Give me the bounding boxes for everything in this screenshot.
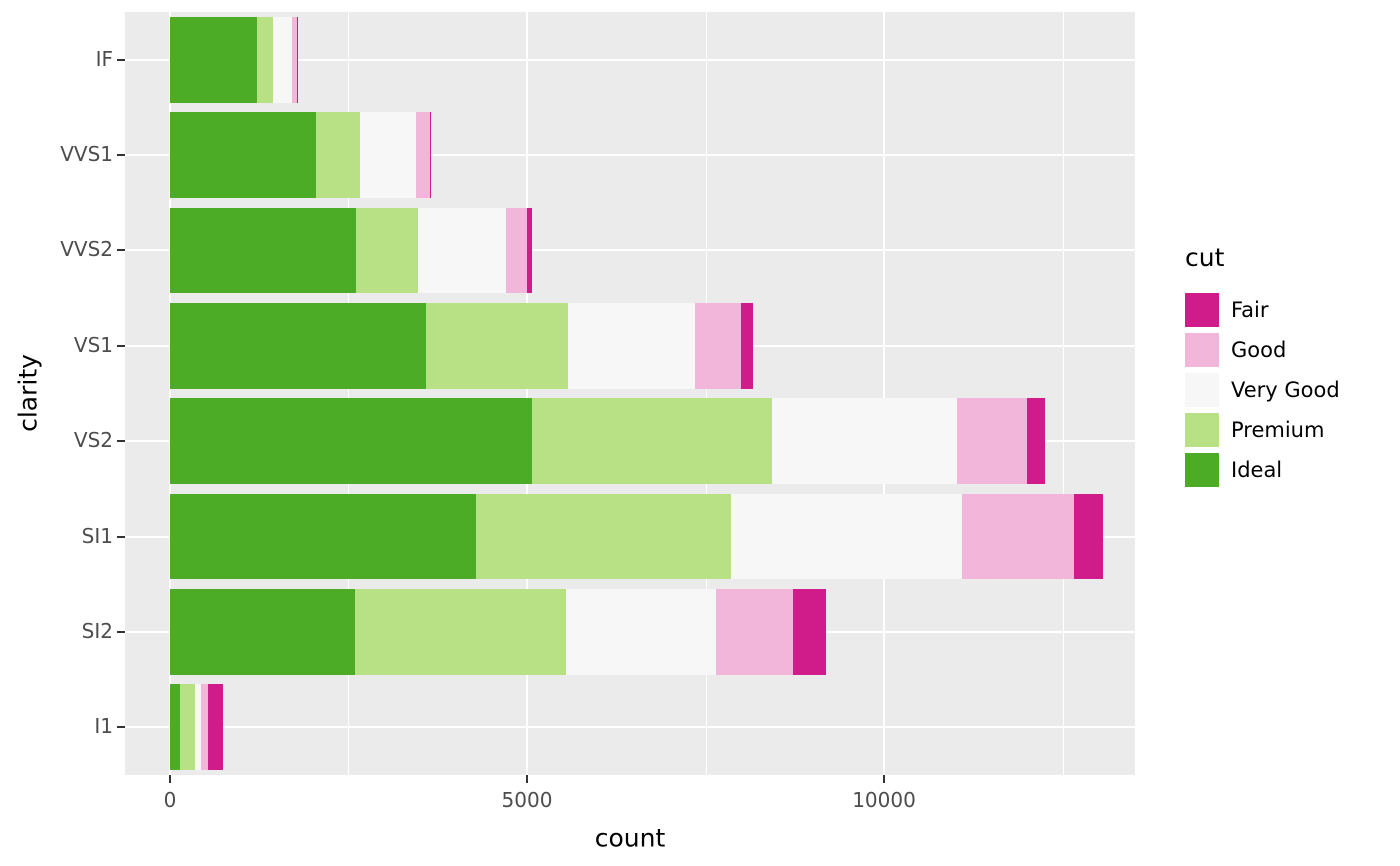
bar-segment-good <box>695 302 742 389</box>
y-tick-mark <box>117 726 125 729</box>
bar-segment-ideal <box>169 493 476 580</box>
legend-swatch-very-good <box>1185 373 1219 407</box>
bar-segment-very-good <box>566 589 716 675</box>
bar-segment-very-good <box>418 207 507 294</box>
bar-segment-very-good <box>195 684 202 771</box>
bar-segment-fair <box>207 684 223 771</box>
y-tick-mark <box>117 630 125 633</box>
bar-segment-very-good <box>771 398 957 485</box>
y-tick-label: I1 <box>94 714 113 739</box>
x-tick-mark <box>526 775 528 783</box>
y-tick-label: SI2 <box>81 618 113 643</box>
gridline-horizontal-major <box>125 726 1135 729</box>
y-axis-title: clarity <box>13 354 43 432</box>
gridline-vertical-minor <box>705 12 707 775</box>
legend-item: Very Good <box>1185 370 1340 410</box>
bar-segment-ideal <box>169 398 533 485</box>
gridline-horizontal-major <box>125 249 1135 252</box>
y-tick-label: VVS2 <box>60 237 113 262</box>
gridline-vertical-major <box>526 12 528 775</box>
bar-segment-fair <box>1026 398 1046 485</box>
y-tick-label: SI1 <box>81 523 113 548</box>
y-tick-label: VVS1 <box>60 141 113 166</box>
x-axis-title: count <box>594 823 666 853</box>
bar-segment-good <box>962 493 1074 580</box>
bar-segment-ideal <box>169 112 317 198</box>
gridline-vertical-minor <box>348 12 350 775</box>
bar-segment-premium <box>356 207 419 294</box>
legend-item: Ideal <box>1185 450 1340 490</box>
bar-segment-fair <box>526 207 532 294</box>
bar-segment-ideal <box>169 302 427 389</box>
legend-swatch-fair <box>1185 293 1219 327</box>
bar-segment-premium <box>426 302 569 389</box>
bar-segment-very-good <box>731 493 963 580</box>
bar-segment-fair <box>741 302 754 389</box>
legend-title: cut <box>1185 243 1225 272</box>
legend-swatch-premium <box>1185 413 1219 447</box>
bar-segment-ideal <box>169 684 181 771</box>
bar-segment-very-good <box>272 16 293 103</box>
bar-segment-premium <box>532 398 772 485</box>
legend-swatch-good <box>1185 333 1219 367</box>
legend-label: Premium <box>1231 418 1325 442</box>
bar-segment-fair <box>1073 493 1103 580</box>
y-tick-mark <box>117 344 125 347</box>
y-tick-mark <box>117 535 125 538</box>
legend-item: Premium <box>1185 410 1340 450</box>
bar-segment-premium <box>355 589 567 675</box>
y-tick-label: IF <box>95 46 113 71</box>
bar-segment-good <box>292 16 298 103</box>
legend: cut Fair Good Very Good Premium Ideal <box>1185 243 1340 490</box>
y-tick-mark <box>117 154 125 157</box>
bar-segment-good <box>416 112 430 198</box>
bar-segment-good <box>506 207 527 294</box>
legend-label: Ideal <box>1231 458 1283 482</box>
gridline-horizontal-major <box>125 58 1135 61</box>
gridline-vertical-major <box>168 12 171 775</box>
bar-segment-very-good <box>360 112 417 198</box>
y-tick-label: VS1 <box>73 332 113 357</box>
bar-segment-ideal <box>169 589 356 675</box>
bar-segment-premium <box>180 684 196 771</box>
bar-segment-premium <box>256 16 273 103</box>
gridline-horizontal-major <box>125 154 1135 157</box>
bar-segment-good <box>716 589 794 675</box>
gridline-vertical-minor <box>1062 12 1064 775</box>
y-tick-label: VS2 <box>73 427 113 452</box>
bar-segment-good <box>956 398 1027 485</box>
x-tick-label: 0 <box>163 788 177 812</box>
x-tick-label: 10000 <box>852 788 916 812</box>
legend-entries: Fair Good Very Good Premium Ideal <box>1185 290 1340 490</box>
y-tick-mark <box>117 249 125 252</box>
legend-item: Fair <box>1185 290 1340 330</box>
bar-segment-ideal <box>169 16 257 103</box>
bar-segment-premium <box>475 493 731 580</box>
plot-panel <box>125 12 1135 775</box>
bar-segment-premium <box>316 112 361 198</box>
x-tick-mark <box>168 775 171 783</box>
x-tick-label: 5000 <box>501 788 553 812</box>
bar-segment-very-good <box>568 302 695 389</box>
bar-segment-fair <box>793 589 827 675</box>
y-tick-mark <box>117 440 125 443</box>
bar-segment-good <box>201 684 208 771</box>
bar-segment-fair <box>429 112 431 198</box>
legend-label: Very Good <box>1231 378 1340 402</box>
bar-segment-ideal <box>169 207 357 294</box>
legend-label: Fair <box>1231 298 1269 322</box>
legend-swatch-ideal <box>1185 453 1219 487</box>
y-tick-mark <box>117 58 125 61</box>
x-tick-mark <box>883 775 886 783</box>
gridline-vertical-major <box>883 12 886 775</box>
legend-label: Good <box>1231 338 1287 362</box>
bar-segment-fair <box>297 16 298 103</box>
legend-item: Good <box>1185 330 1340 370</box>
